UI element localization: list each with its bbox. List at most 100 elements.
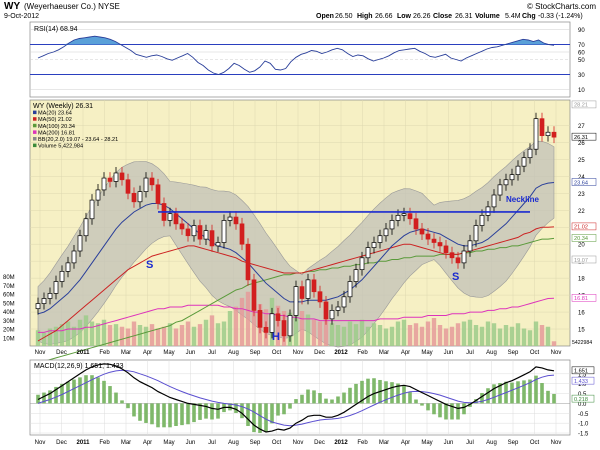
x-tick-label: Jun [186,350,196,356]
macd-histogram-bar [252,403,256,433]
rsi-tick-label: 60 [578,51,585,57]
price-value-box [571,222,597,231]
legend-label: MA(200) 16.81 [38,130,75,136]
candle-body [131,192,137,203]
volume-bar [137,325,143,346]
low-label: Low [397,13,412,20]
x-tick-label: 2011 [76,440,90,446]
x-tick-label: Nov [35,440,46,446]
macd-histogram-bar [390,382,394,404]
candle-body [299,286,305,299]
candle-body [503,179,509,186]
macd-histogram-bar [138,403,142,421]
volume-bar [113,324,119,346]
macd-histogram-bar [528,379,532,404]
price-tick-label: 24 [578,175,585,181]
candle-body [143,177,149,192]
macd-histogram-bar [156,403,160,428]
candle-body [461,250,467,264]
x-tick-label: Nov [551,440,562,446]
x-tick-label: Aug [228,440,239,446]
volume-bar [329,323,335,346]
volume-bar [479,326,485,346]
price-value-label: 21.02 [574,225,588,231]
macd-tick-label: -1.0 [578,422,589,428]
volume-axis-label: 20M [3,328,15,334]
macd-histogram-bar [288,403,292,409]
high-value: 26.66 [375,13,393,20]
candle-body [377,235,383,243]
candle-body [497,184,503,196]
volume-axis-label: 60M [3,293,15,299]
macd-histogram-bar [246,403,250,426]
volume-axis-label: 70M [3,284,15,290]
volume-bar [299,311,305,346]
macd-histogram-bar [456,403,460,420]
macd-histogram-bar [342,392,346,404]
volume-bar [437,325,443,346]
price-value-label: 20.34 [574,236,588,242]
volume-bar [443,328,449,346]
macd-histogram-bar [102,380,106,404]
x-tick-label: Jul [466,350,474,356]
volume-bar [239,297,245,346]
candle-body [245,243,251,281]
volume-bar [407,325,413,346]
volume-bar [377,325,383,346]
candle-body [149,177,155,186]
macd-histogram-bar [426,403,430,411]
candle-body [89,199,95,220]
volume-bar [509,326,515,346]
macd-histogram-bar [114,392,118,404]
candle-body [101,177,107,191]
x-tick-label: Apr [143,350,152,356]
price-value-box [571,132,597,141]
candle-body [551,131,557,138]
macd-histogram-bar [534,375,538,404]
candle-body [323,301,329,320]
macd-histogram-bar [174,403,178,426]
x-tick-label: Dec [56,440,67,446]
candle-body [437,242,443,247]
x-tick-label: Oct [530,350,540,356]
macd-histogram-bar [144,403,148,423]
volume-bar [503,325,509,346]
candle-body [443,245,449,254]
candle-body [533,118,539,150]
volume-axis-label: 80M [3,275,15,281]
x-tick-label: Oct [272,350,282,356]
macd-tick-label: 1.5 [578,372,587,378]
candle-body [383,228,389,237]
macd-tick-label: -1.5 [578,432,589,438]
volume-bar [143,326,149,346]
x-tick-label: Apr [401,350,410,356]
candle-body [491,194,497,208]
open-label: Open [316,13,334,20]
volume-bar [383,328,389,346]
macd-histogram-bar [462,403,466,415]
x-tick-label: Mar [121,440,131,446]
candle-body [455,257,461,264]
volume-bar [119,326,125,346]
volume-value-label: 5422984 [572,340,592,346]
close-label: Close [433,13,452,20]
head-label: H [272,331,280,343]
candle-body [215,242,221,247]
volume-bar [41,332,47,346]
volume-bar [335,325,341,346]
chg-label: Chg [522,13,536,20]
macd-title: MACD(12,26,9) 1.651, 1.433 [34,363,124,370]
candle-body [107,177,113,182]
ticker-symbol: WY [4,1,20,12]
macd-histogram-bar [324,398,328,404]
candle-body [275,313,281,321]
macd-histogram-bar [168,403,172,428]
candle-body [521,157,527,167]
volume-bar [215,323,221,346]
candle-body [347,281,353,298]
macd-tick-label: -0.5 [578,412,589,418]
volume-bar [245,291,251,346]
volume-bar [77,319,83,346]
left-shoulder-label: S [146,259,153,271]
macd-histogram-bar [120,400,124,404]
